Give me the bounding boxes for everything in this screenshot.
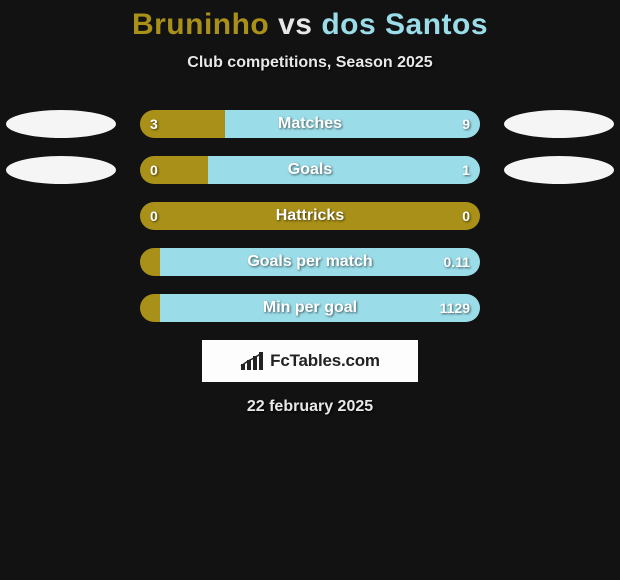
title-player1: Bruninho xyxy=(132,8,269,41)
footer-logo: FcTables.com xyxy=(202,340,418,382)
player2-avatar xyxy=(504,156,614,184)
comparison-card: Bruninho vs dos Santos Club competitions… xyxy=(0,0,620,416)
stat-row: 1129Min per goal xyxy=(0,294,620,322)
bar-chart-icon xyxy=(240,351,264,371)
stat-row: 01Goals xyxy=(0,156,620,184)
stat-row: 39Matches xyxy=(0,110,620,138)
stat-bar-left xyxy=(140,156,208,184)
stat-bar-right xyxy=(160,248,480,276)
stat-bar: 0.11Goals per match xyxy=(140,248,480,276)
stat-bar-left xyxy=(140,202,480,230)
stat-bar-left xyxy=(140,248,160,276)
player1-avatar xyxy=(6,156,116,184)
footer-logo-text: FcTables.com xyxy=(270,351,380,371)
stat-bar-right xyxy=(160,294,480,322)
stat-bar-right xyxy=(225,110,480,138)
stat-row: 0.11Goals per match xyxy=(0,248,620,276)
title-player2: dos Santos xyxy=(321,8,488,41)
stat-row: 00Hattricks xyxy=(0,202,620,230)
stat-bar: 39Matches xyxy=(140,110,480,138)
player1-avatar xyxy=(6,110,116,138)
stat-bar-left xyxy=(140,294,160,322)
stats-list: 39Matches 01Goals 00Hattricks 0.11Goals per… xyxy=(0,110,620,322)
page-title: Bruninho vs dos Santos xyxy=(0,8,620,42)
subtitle: Club competitions, Season 2025 xyxy=(0,54,620,72)
stat-bar: 01Goals xyxy=(140,156,480,184)
stat-bar-right xyxy=(208,156,480,184)
title-vs: vs xyxy=(278,8,312,41)
stat-bar: 00Hattricks xyxy=(140,202,480,230)
player2-avatar xyxy=(504,110,614,138)
stat-bar: 1129Min per goal xyxy=(140,294,480,322)
stat-bar-left xyxy=(140,110,225,138)
footer-date: 22 february 2025 xyxy=(0,398,620,416)
